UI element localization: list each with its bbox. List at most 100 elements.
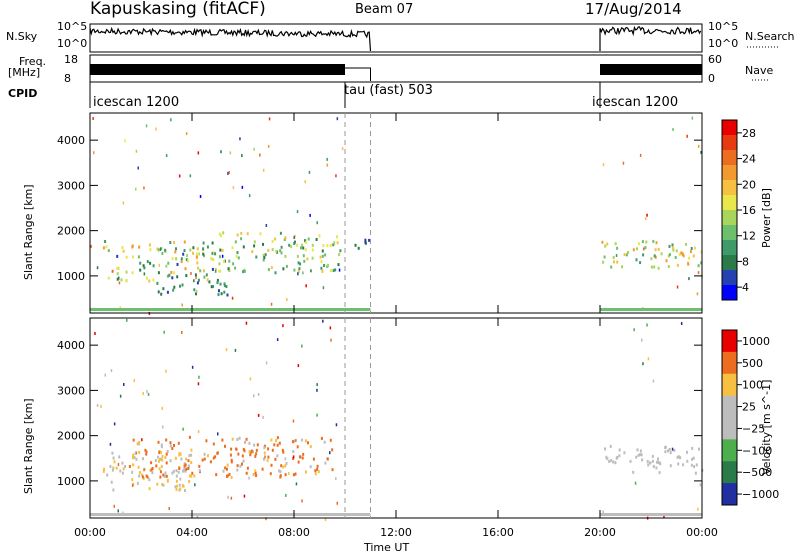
velocity-ground-band-late xyxy=(600,513,702,516)
power-echo-cell xyxy=(131,244,134,248)
velocity-scatter-cell xyxy=(633,328,635,332)
power-colorbar-band xyxy=(722,210,737,226)
power-echo-cell xyxy=(606,242,609,246)
power-colorbar-tick-label: 12 xyxy=(742,230,756,243)
power-scatter-cell xyxy=(241,154,243,158)
velocity-echo-cell xyxy=(618,454,621,458)
velocity-echo-cell xyxy=(160,450,162,454)
power-echo-cell xyxy=(152,264,155,268)
velocity-echo-cell xyxy=(190,461,193,464)
velocity-echo-cell xyxy=(243,449,246,453)
x-tick-label: 00:00 xyxy=(686,526,718,539)
velocity-scatter-cell xyxy=(146,390,148,394)
velocity-echo-cell xyxy=(190,453,193,457)
power-echo-cell xyxy=(311,248,314,252)
power-echo-cell xyxy=(685,242,687,246)
power-echo-cell xyxy=(222,231,225,235)
velocity-echo-cell xyxy=(128,465,131,468)
velocity-echo-cell xyxy=(115,466,118,470)
velocity-echo-cell xyxy=(314,472,317,476)
power-echo-cell xyxy=(197,278,200,282)
velocity-echo-cell xyxy=(148,478,151,482)
velocity-scatter-cell xyxy=(126,318,128,322)
velocity-echo-cell xyxy=(136,481,139,485)
power-echo-cell xyxy=(194,273,197,277)
velocity-colorbar-tick-label: 500 xyxy=(742,357,763,370)
power-scatter-cell xyxy=(336,117,339,121)
power-echo-cell xyxy=(692,254,695,258)
velocity-scatter-cell xyxy=(196,515,199,519)
power-echo-cell xyxy=(319,255,322,259)
power-frame xyxy=(89,112,703,314)
velocity-echo-cell xyxy=(690,463,693,467)
cpid-label: CPID xyxy=(8,87,38,100)
power-scatter-cell xyxy=(322,286,325,290)
power-scatter-cell xyxy=(90,244,92,248)
velocity-scatter-cell xyxy=(295,482,298,486)
power-ytick-label: 3000 xyxy=(57,179,85,192)
power-echo-cell xyxy=(203,275,206,279)
power-colorbar-band xyxy=(722,270,737,286)
power-echo-cell xyxy=(228,259,231,263)
velocity-echo-cell xyxy=(151,471,154,475)
velocity-echo-cell xyxy=(121,461,124,465)
power-scatter-cell xyxy=(615,254,618,257)
power-echo-cell xyxy=(232,262,235,266)
power-echo-cell xyxy=(326,244,329,248)
power-echo-cell xyxy=(297,270,300,274)
velocity-echo-cell xyxy=(301,438,303,442)
power-echo-cell xyxy=(216,278,219,282)
power-echo-cell xyxy=(210,285,213,289)
power-echo-cell xyxy=(654,248,657,252)
power-echo-cell xyxy=(182,252,185,256)
power-scatter-cell xyxy=(229,151,232,155)
velocity-colorbar-tick-label: 1000 xyxy=(742,335,770,348)
power-echo-cell xyxy=(315,238,318,241)
velocity-echo-cell xyxy=(183,464,186,468)
velocity-echo-cell xyxy=(682,463,685,467)
power-echo-cell xyxy=(156,247,159,251)
velocity-echo-cell xyxy=(632,470,635,474)
power-echo-cell xyxy=(320,266,323,270)
velocity-echo-cell xyxy=(169,459,172,463)
velocity-echo-cell xyxy=(188,435,191,439)
velocity-scatter-cell xyxy=(288,471,290,475)
velocity-scatter-cell xyxy=(264,455,266,459)
power-echo-cell xyxy=(228,269,231,272)
power-echo-cell xyxy=(282,267,285,271)
power-echo-cell xyxy=(621,265,623,269)
power-scatter-cell xyxy=(170,118,172,122)
power-echo-cell xyxy=(324,253,327,257)
power-echo-cell xyxy=(293,268,296,272)
velocity-echo-cell xyxy=(142,477,145,481)
velocity-scatter-cell xyxy=(647,357,650,361)
x-tick-label: 08:00 xyxy=(278,526,310,539)
velocity-echo-cell xyxy=(231,437,234,441)
velocity-echo-cell xyxy=(138,450,141,454)
velocity-echo-cell xyxy=(178,453,181,457)
velocity-echo-cell xyxy=(658,471,661,475)
power-echo-cell xyxy=(655,241,658,245)
velocity-echo-cell xyxy=(279,470,282,473)
velocity-echo-cell xyxy=(278,441,281,445)
velocity-scatter-cell xyxy=(162,425,164,429)
velocity-echo-cell xyxy=(604,447,606,451)
power-echo-cell xyxy=(675,249,678,253)
velocity-echo-cell xyxy=(691,457,693,461)
velocity-colorbar-tick-label: 25 xyxy=(742,401,756,414)
velocity-echo-cell xyxy=(159,470,162,474)
power-scatter-cell xyxy=(214,269,217,273)
velocity-echo-cell xyxy=(185,457,188,461)
velocity-scatter-cell xyxy=(646,323,648,327)
velocity-echo-cell xyxy=(141,473,143,477)
velocity-echo-cell xyxy=(302,452,305,456)
velocity-scatter-cell xyxy=(249,377,252,381)
velocity-scatter-cell xyxy=(142,392,144,395)
velocity-echo-cell xyxy=(165,438,168,442)
power-echo-cell xyxy=(300,246,302,250)
velocity-echo-cell xyxy=(161,458,164,462)
power-echo-cell xyxy=(332,243,335,247)
power-echo-cell xyxy=(657,266,660,270)
power-echo-cell xyxy=(223,284,226,288)
velocity-echo-cell xyxy=(278,469,281,473)
